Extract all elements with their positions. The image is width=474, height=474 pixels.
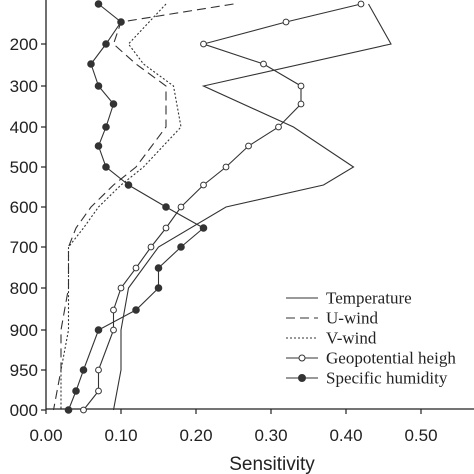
data-point (297, 100, 305, 108)
series-line-temperature (112, 3, 392, 411)
x-tick-label: 0.50 (404, 426, 437, 445)
legend-item: Temperature (286, 289, 412, 308)
legend-marker (298, 354, 306, 362)
data-point (357, 0, 365, 8)
legend-marker (298, 374, 306, 382)
data-point (124, 181, 133, 189)
x-tick-label: 0.40 (329, 426, 362, 445)
series-group (52, 0, 392, 414)
data-point (94, 142, 103, 150)
y-tick-label: 200 (10, 35, 38, 54)
data-point (117, 18, 125, 26)
y-tick-label: 600 (10, 198, 38, 217)
data-point (199, 224, 208, 232)
x-tick-label: 0.00 (29, 426, 62, 445)
legend-label: U-wind (326, 309, 378, 328)
y-tick-label: 700 (10, 238, 38, 257)
data-point (80, 406, 87, 414)
data-point (94, 326, 103, 334)
data-point (275, 123, 282, 131)
data-point (282, 18, 290, 26)
y-tick-label: 950 (10, 361, 38, 380)
data-point (132, 264, 140, 272)
y-tick-label: 300 (10, 77, 38, 96)
data-point (245, 142, 252, 150)
data-point (102, 163, 110, 171)
data-point (177, 243, 185, 251)
data-point (154, 284, 163, 292)
y-tick-label: 500 (10, 158, 38, 177)
legend-label: Temperature (326, 289, 412, 308)
legend-item: V-wind (286, 329, 377, 348)
data-point (110, 306, 117, 314)
data-point (109, 100, 118, 108)
data-point (147, 243, 155, 251)
data-point (64, 406, 73, 414)
series-geopotential-heigh (80, 0, 365, 414)
data-point (200, 181, 207, 189)
data-point (162, 224, 170, 232)
data-point (95, 387, 102, 395)
legend-item: Geopotential heigh (286, 349, 456, 368)
data-point (297, 82, 305, 90)
data-point (79, 366, 88, 374)
axes: 200 300 400 500 600 700 800 900 950 000 0.00 0.10 0.… (10, 0, 474, 445)
legend-label: Specific humidity (326, 369, 448, 388)
data-point (200, 40, 207, 48)
series-line-specific-humidity (67, 3, 205, 411)
y-tick-label: 400 (10, 118, 38, 137)
data-point (177, 203, 185, 211)
data-point (132, 306, 140, 314)
series-u-wind (52, 3, 234, 411)
y-tick-label: 800 (10, 279, 38, 298)
data-point (94, 0, 103, 8)
data-point (154, 264, 163, 272)
x-tick-label: 0.20 (179, 426, 212, 445)
y-tick-label: 900 (10, 321, 38, 340)
data-point (94, 82, 103, 90)
data-point (102, 123, 110, 131)
series-line-u-wind (52, 3, 234, 411)
data-point (110, 326, 117, 334)
data-point (72, 387, 80, 395)
data-point (162, 203, 170, 211)
series-specific-humidity (64, 0, 208, 414)
legend-item: U-wind (286, 309, 378, 328)
data-point (222, 163, 230, 171)
y-tick-label: 000 (10, 401, 38, 420)
x-tick-label: 0.30 (254, 426, 287, 445)
series-temperature (112, 3, 392, 411)
x-tick-label: 0.10 (104, 426, 137, 445)
legend-label: Geopotential heigh (326, 349, 456, 368)
data-point (87, 60, 95, 68)
legend-label: V-wind (326, 329, 377, 348)
data-point (102, 40, 110, 48)
data-point (95, 366, 102, 374)
data-point (260, 60, 267, 68)
legend-item: Specific humidity (286, 369, 448, 388)
x-axis-title: Sensitivity (229, 454, 315, 474)
data-point (117, 284, 125, 292)
